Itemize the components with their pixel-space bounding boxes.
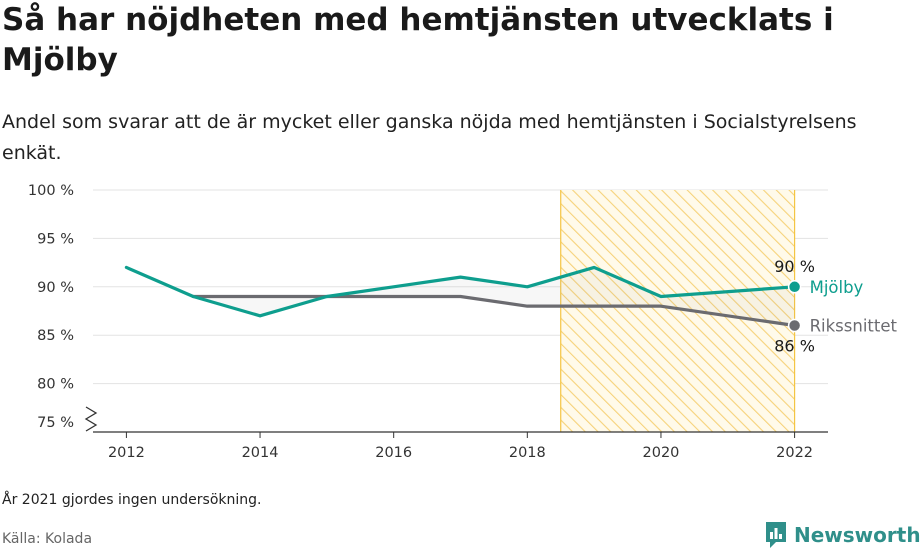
end-value-label-mjolby: 90 % xyxy=(774,257,815,276)
source-credit: Källa: Kolada xyxy=(2,531,93,547)
highlight-layer xyxy=(560,190,796,432)
line-chart: 75 % 80 % 85 % 90 % 95 % 100 % 2012 2014 2016 201… xyxy=(28,183,898,461)
y-tick-label-95: 95 % xyxy=(37,231,74,247)
x-tick-label-2022: 2022 xyxy=(776,445,813,461)
axis-layer: 75 % 80 % 85 % 90 % 95 % 100 % 2012 2014 2016 201… xyxy=(28,183,828,461)
highlight-region xyxy=(560,190,795,432)
y-tick-label-85: 85 % xyxy=(37,328,74,344)
y-axis-break-icon xyxy=(84,406,98,432)
brand-logo: Newsworthy xyxy=(764,520,920,550)
y-tick-label-100: 100 % xyxy=(28,183,74,199)
series-gap-band xyxy=(193,267,795,326)
y-tick-label-90: 90 % xyxy=(37,280,74,296)
series-label-mjolby: Mjölby xyxy=(810,278,864,297)
footnote: År 2021 gjordes ingen undersökning. xyxy=(2,492,262,508)
newsworthy-logo-icon xyxy=(766,522,786,548)
x-tick-label-2018: 2018 xyxy=(509,445,546,461)
y-tick-label-80: 80 % xyxy=(37,377,74,393)
series-label-rikssnittet: Rikssnittet xyxy=(810,317,898,336)
end-marker-mjolby xyxy=(787,280,802,294)
series-layer xyxy=(124,265,802,333)
end-marker-rikssnittet xyxy=(787,318,802,333)
chart-subtitle: Andel som svarar att de är mycket eller … xyxy=(2,111,857,164)
series-line-mjolby xyxy=(124,265,797,318)
end-value-label-rikssnittet: 86 % xyxy=(774,337,815,356)
x-tick-label-2012: 2012 xyxy=(108,445,145,461)
series-line-rikssnittet xyxy=(191,294,797,328)
x-tick-label-2014: 2014 xyxy=(242,445,279,461)
x-tick-label-2016: 2016 xyxy=(375,445,412,461)
brand-name: Newsworthy xyxy=(794,523,920,547)
x-tick-label-2020: 2020 xyxy=(643,445,680,461)
chart-title: Så har nöjdheten med hemtjänsten utveckl… xyxy=(2,2,834,78)
y-tick-label-75: 75 % xyxy=(37,415,74,431)
